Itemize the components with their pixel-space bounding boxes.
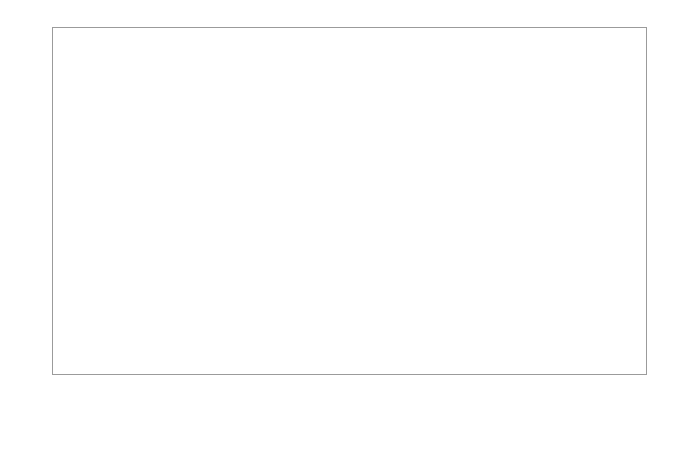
- plot-area: [52, 27, 647, 375]
- chart-canvas: [53, 28, 646, 374]
- legend-procent-swatch: [228, 403, 249, 406]
- legend-station-swatch: [310, 403, 331, 406]
- legend-blixtar-swatch: [232, 414, 244, 426]
